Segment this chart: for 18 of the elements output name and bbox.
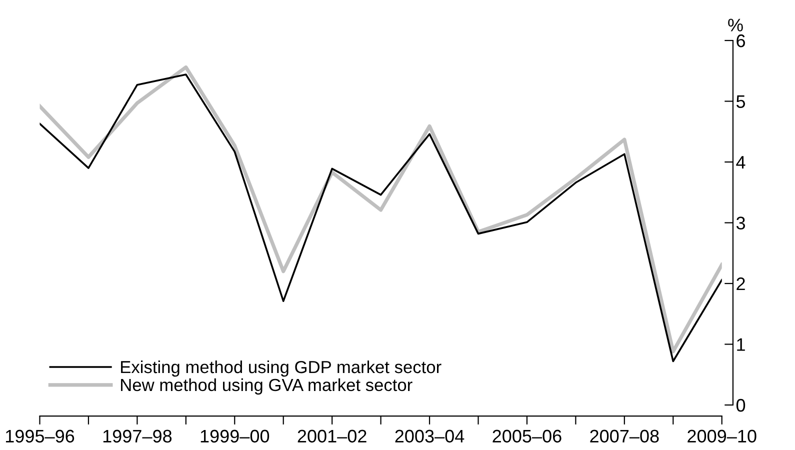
y-tick-label: 6 — [736, 34, 745, 48]
y-tick-label: 1 — [737, 338, 745, 351]
legend-label: New method using GVA market sector — [121, 378, 412, 395]
y-tick-label: 4 — [736, 156, 746, 169]
y-tick-label: 5 — [736, 95, 746, 108]
y-tick-label: 2 — [736, 277, 745, 290]
y-tick-label: 0 — [736, 398, 746, 412]
x-tick-label: 1999–00 — [200, 430, 270, 443]
x-tick-label: 2003–04 — [395, 430, 464, 443]
x-tick-label: 1997–98 — [103, 430, 172, 443]
y-axis-title: % — [728, 18, 743, 32]
x-tick-label: 1995–96 — [6, 430, 74, 443]
y-tick-label: 3 — [736, 216, 745, 230]
x-tick-label: 2005–06 — [492, 430, 562, 443]
x-tick-label: 2007–08 — [590, 430, 659, 443]
x-tick-label: 2009–10 — [688, 430, 756, 443]
x-tick-label: 2001–02 — [298, 430, 366, 443]
legend-label: Existing method using GDP market sector — [121, 360, 442, 377]
